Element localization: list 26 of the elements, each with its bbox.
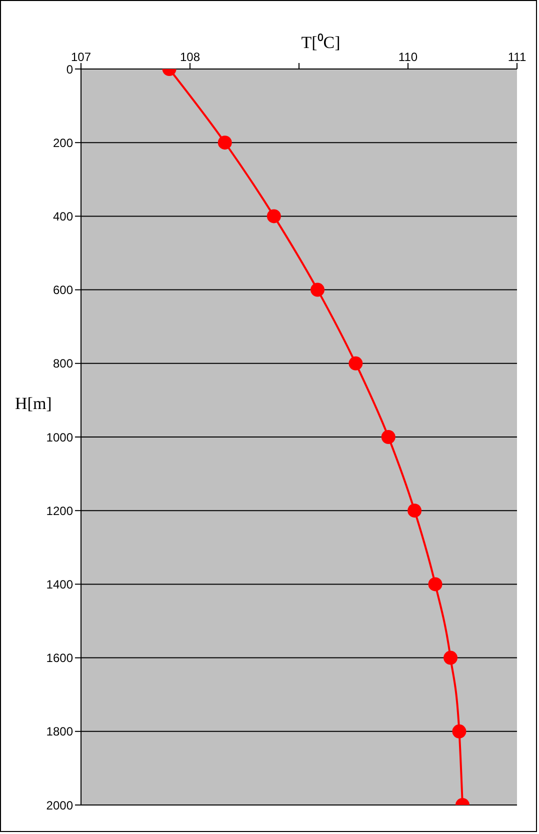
point xyxy=(381,430,396,444)
x-tick-label: 110 xyxy=(398,50,418,64)
y-tick-label: 1200 xyxy=(46,504,74,518)
x-tick-label: 107 xyxy=(70,50,92,64)
point xyxy=(310,282,325,297)
y-tick-label: 800 xyxy=(52,356,74,371)
point xyxy=(266,209,281,224)
point xyxy=(408,504,422,518)
y-tick-label: 1000 xyxy=(46,430,74,444)
x-tick-label: 111 xyxy=(508,50,526,64)
y-tick-label: 1400 xyxy=(46,577,74,592)
point xyxy=(348,356,363,370)
y-tick-label: 600 xyxy=(52,283,74,298)
point xyxy=(452,724,466,738)
y-axis-title: H[m] xyxy=(15,394,52,413)
x-tick-label: 108 xyxy=(180,50,200,64)
x-axis-title: T[⁰C] xyxy=(301,33,340,52)
y-tick-label: 0 xyxy=(66,62,74,76)
y-tick-label: 400 xyxy=(52,209,74,224)
y-tick-label: 200 xyxy=(52,136,74,150)
y-tick-label: 1600 xyxy=(46,651,74,666)
point xyxy=(428,577,442,592)
y-tick-label: 1800 xyxy=(46,724,74,739)
point xyxy=(444,650,458,665)
point xyxy=(218,136,232,150)
y-tick-label: 2000 xyxy=(46,798,74,812)
